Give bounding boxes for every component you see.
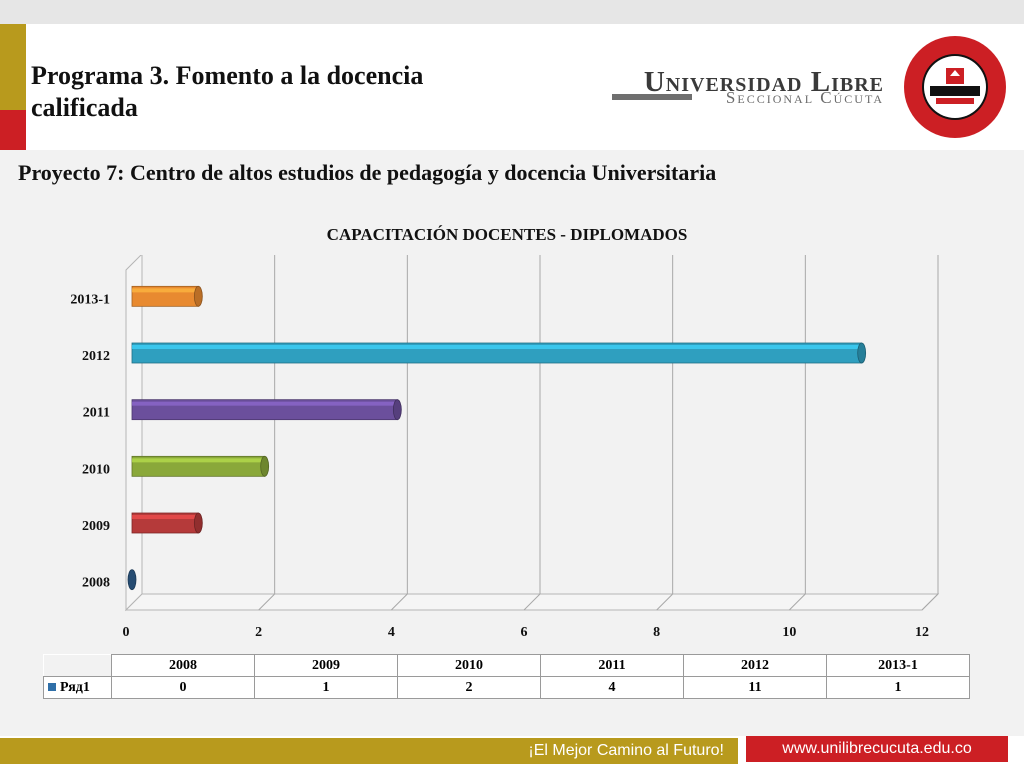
bar-cap: [193, 512, 203, 534]
footer-url[interactable]: www.unilibrecucuta.edu.co: [782, 740, 972, 757]
bar: [127, 569, 137, 591]
accent-bar-gold: [0, 24, 26, 110]
data-table-category: 2009: [254, 654, 398, 677]
bar-highlight: [132, 401, 398, 406]
data-table-value: 4: [540, 676, 684, 699]
bar-chart: 2008 2009 2010 2011 2012 2013-1 0 2 4 6 8 10 12: [70, 255, 940, 640]
data-table-corner: [43, 654, 112, 677]
university-name: Universidad Libre: [643, 66, 884, 98]
bar-cap: [260, 455, 270, 477]
page-title-line-2: calificada: [31, 93, 138, 122]
data-table-series-row: Ряд1 0 1 2 4 11 1: [43, 676, 970, 699]
data-table-value: 1: [826, 676, 970, 699]
y-tick-label: 2011: [83, 406, 110, 421]
data-table-value: 2: [397, 676, 541, 699]
footer-slogan: ¡El Mejor Camino al Futuro!: [528, 742, 724, 759]
x-tick-label: 4: [388, 625, 395, 640]
data-table-category: 2008: [111, 654, 255, 677]
accent-bar-red: [0, 110, 26, 150]
chart-title: CAPACITACIÓN DOCENTES - DIPLOMADOS: [326, 225, 688, 244]
campus-name: Seccional Cúcuta: [725, 88, 884, 107]
project-subtitle: Proyecto 7: Centro de altos estudios de …: [18, 160, 717, 185]
y-tick-label: 2008: [82, 576, 110, 591]
university-logo-text: Universidad Libre Seccional Cúcuta: [612, 66, 884, 116]
x-tick-label: 2: [255, 625, 262, 640]
gridline-floor: [390, 593, 408, 611]
x-tick-label: 0: [123, 625, 130, 640]
data-table-category: 2012: [683, 654, 827, 677]
bar-cap: [392, 399, 402, 421]
bar-highlight: [132, 288, 199, 293]
data-table-category: 2010: [397, 654, 541, 677]
gridline-floor: [258, 593, 276, 611]
footer-bar-gold: [0, 738, 738, 764]
y-tick-label: 2009: [82, 519, 110, 534]
chart-side-wall: [125, 255, 143, 612]
data-table-header-row: 2008 2009 2010 2011 2012 2013-1: [43, 654, 970, 677]
bar-cap: [193, 285, 203, 307]
bar: [131, 285, 203, 307]
data-table-value: 11: [683, 676, 827, 699]
x-tick-label: 10: [782, 625, 796, 640]
x-tick-label: 8: [653, 625, 660, 640]
header-band: [0, 24, 1024, 150]
gridline-floor: [656, 593, 674, 611]
x-tick-label: 6: [521, 625, 528, 640]
logo-divider: [612, 94, 692, 100]
data-table-value: 0: [111, 676, 255, 699]
data-table-category: 2011: [540, 654, 684, 677]
data-table: 2008 2009 2010 2011 2012 2013-1 Ряд1 0 1 2 4 11 1: [43, 654, 970, 699]
university-seal-icon: [904, 36, 1006, 138]
bar-cap: [127, 569, 137, 591]
top-strip: [0, 0, 1024, 24]
gridline-floor: [523, 593, 541, 611]
page-title-line-1: Programa 3. Fomento a la docencia: [31, 61, 424, 90]
data-table-value: 1: [254, 676, 398, 699]
gridline-floor: [921, 593, 939, 611]
bar-highlight: [132, 345, 862, 349]
x-tick-label: 12: [915, 625, 929, 640]
y-tick-label: 2012: [82, 349, 110, 364]
page-title: Programa 3. Fomento a la docencia califi…: [31, 60, 551, 124]
bar: [131, 342, 867, 364]
data-table-category: 2013-1: [826, 654, 970, 677]
legend-entry: Ряд1: [43, 676, 112, 699]
bar: [131, 455, 270, 477]
bar-highlight: [132, 515, 199, 519]
y-tick-label: 2013-1: [70, 292, 110, 307]
bar: [131, 399, 402, 421]
legend-key-icon: [48, 683, 56, 692]
series-name: Ряд1: [60, 679, 90, 695]
y-tick-label: 2010: [82, 462, 110, 477]
bar: [131, 512, 203, 534]
bar-highlight: [132, 458, 265, 463]
footer-bar-red: [746, 736, 1008, 762]
gridline-floor: [788, 593, 806, 611]
bar-cap: [857, 342, 867, 364]
